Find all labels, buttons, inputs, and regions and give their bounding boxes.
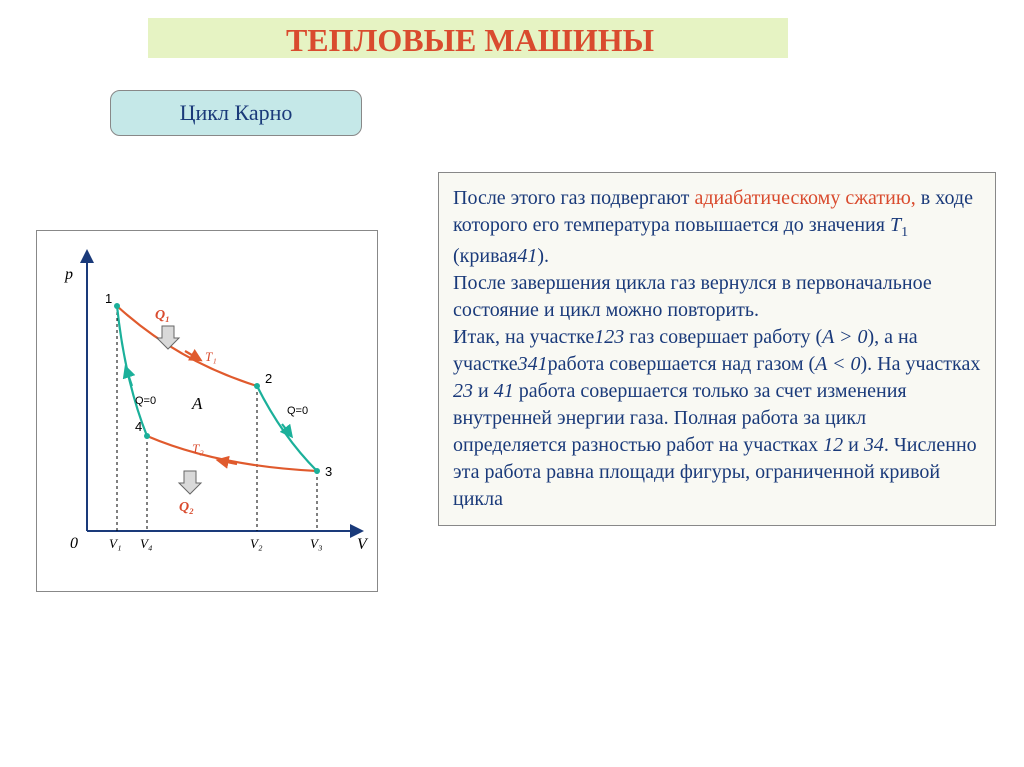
explanation-text: После этого газ подвергают адиабатическо… — [438, 172, 996, 526]
t1-label: T₁ — [205, 349, 217, 364]
pv-diagram-svg: p V 0 1 2 3 4 Q₁ — [37, 231, 377, 591]
v2-label: V₂ — [250, 536, 263, 551]
t-p3f: и — [473, 380, 494, 402]
origin-label: 0 — [70, 535, 78, 552]
t-p1orange: адиабатическому сжатию, — [694, 187, 915, 209]
t-p1d: ). — [537, 245, 549, 267]
page-title: ТЕПЛОВЫЕ МАШИНЫ — [140, 22, 800, 59]
q1-arrow-icon — [157, 326, 179, 349]
v4-label: V₄ — [140, 536, 153, 551]
point-3-label: 3 — [325, 464, 332, 479]
t-p1c: (кривая — [453, 245, 517, 267]
point-4-label: 4 — [135, 419, 142, 434]
subtitle-text: Цикл Карно — [180, 100, 293, 126]
t-A2: A < 0 — [815, 353, 860, 375]
t-p3e: ). На участках — [861, 353, 981, 375]
subtitle-box: Цикл Карно — [110, 90, 362, 136]
curve-23 — [257, 386, 317, 471]
q2-label: Q₂ — [179, 500, 194, 515]
v3-label: V₃ — [310, 536, 322, 551]
t-p3h: и — [843, 434, 864, 456]
t-seg4: 41 — [494, 380, 514, 402]
point-4 — [144, 433, 150, 439]
carnot-diagram: p V 0 1 2 3 4 Q₁ — [36, 230, 378, 592]
t-seg6: 34 — [864, 434, 884, 456]
x-axis-label: V — [357, 536, 369, 553]
t-T1: T — [890, 214, 901, 236]
t2-label: T₂ — [192, 441, 204, 456]
t-A1: A > 0 — [822, 326, 867, 348]
q1-label: Q₁ — [155, 308, 170, 323]
t-curve41: 41 — [517, 245, 537, 267]
t-p3d: работа совершается над газом ( — [548, 353, 816, 375]
t-p3a: Итак, на участке — [453, 326, 594, 348]
point-2 — [254, 383, 260, 389]
t-p1a: После этого газ подвергают — [453, 187, 694, 209]
qzero-left: Q=0 — [135, 395, 156, 407]
point-1 — [114, 303, 120, 309]
t-p2: После завершения цикла газ вернулся в пе… — [453, 272, 932, 321]
t-seg1: 123 — [594, 326, 624, 348]
curve-12 — [117, 306, 257, 386]
point-2-label: 2 — [265, 371, 272, 386]
qzero-right: Q=0 — [287, 405, 308, 417]
t-seg2: 341 — [518, 353, 548, 375]
curve-41 — [117, 306, 147, 436]
t-p3b: газ совершает работу ( — [624, 326, 822, 348]
y-axis-label: p — [64, 266, 73, 283]
point-3 — [314, 468, 320, 474]
t-seg5: 12 — [823, 434, 843, 456]
a-label: A — [191, 394, 203, 413]
t-seg3: 23 — [453, 380, 473, 402]
v1-label: V₁ — [109, 536, 121, 551]
q2-arrow-icon — [179, 471, 201, 494]
point-1-label: 1 — [105, 291, 112, 306]
